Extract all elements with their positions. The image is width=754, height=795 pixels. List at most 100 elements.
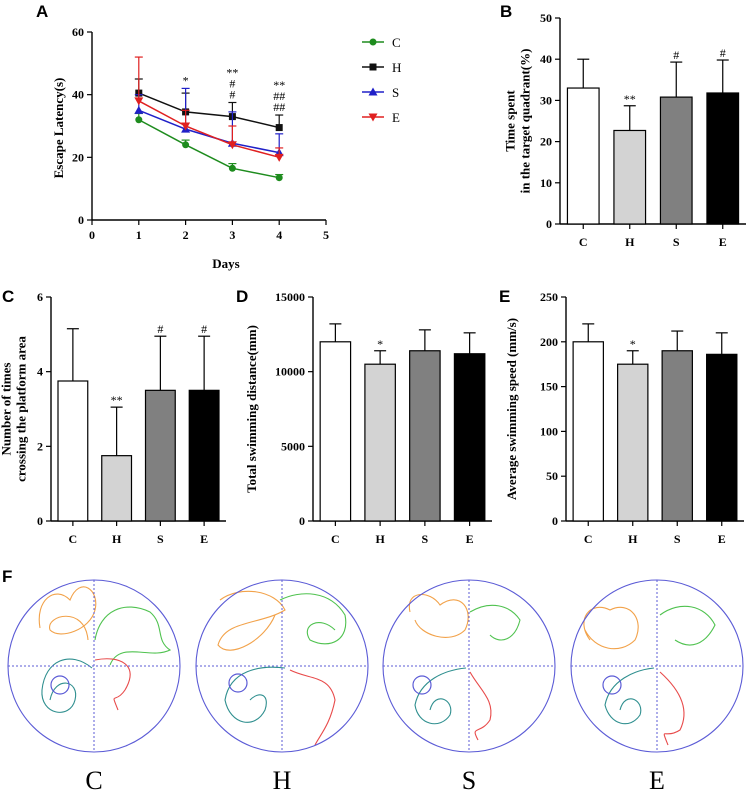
bar-H: [364, 363, 396, 522]
x-axis-label: Days: [212, 256, 239, 271]
arena-E: E: [570, 579, 744, 795]
bar-E: [706, 92, 740, 225]
y-tick-label: 0: [78, 213, 84, 227]
platform-circle: [50, 675, 70, 695]
x-tick-label: 5: [323, 228, 329, 242]
significance-label: #: [229, 88, 235, 102]
y-axis-label: Time spent: [503, 90, 518, 152]
y-tick-label: 20: [72, 150, 84, 164]
panel-b: B 0 10 20 30 40 50 C H ** S # E # Time spent in the tar…: [500, 2, 746, 249]
panel-label-c: C: [2, 287, 14, 306]
bar-H: [101, 455, 133, 522]
bar-E: [188, 389, 220, 522]
significance-label: #: [673, 48, 679, 62]
panel-label-b: B: [500, 2, 512, 21]
significance-label: ##: [273, 89, 285, 103]
swim-track: [38, 586, 97, 641]
significance-label: ##: [273, 100, 285, 114]
y-tick-label: 20: [540, 135, 552, 149]
significance-label: **: [624, 92, 636, 106]
legend-label: C: [392, 35, 401, 50]
series-S: [134, 87, 284, 157]
bar-C: [319, 341, 352, 522]
swim-track: [408, 593, 469, 638]
significance-label: *: [377, 337, 383, 351]
swim-track: [659, 671, 685, 746]
y-tick-label: 6: [37, 290, 43, 304]
arena-label: C: [85, 766, 102, 795]
arena-H: H: [195, 579, 369, 795]
series-line-H: [138, 92, 280, 129]
bar-S: [144, 389, 176, 522]
data-point: [275, 174, 283, 182]
bar-S: [409, 350, 441, 522]
platform-circle: [602, 675, 622, 695]
swim-track: [469, 604, 521, 641]
y-axis-label: crossing the platform area: [14, 336, 29, 482]
significance-label: #: [720, 46, 726, 60]
data-point: [228, 164, 236, 172]
arena-label: H: [273, 766, 292, 795]
arena-S: S: [382, 579, 556, 795]
x-tick-label: 2: [183, 228, 189, 242]
y-axis-label: Average swimming speed (mm/s): [504, 318, 519, 500]
platform-circle: [412, 675, 432, 695]
x-tick-label: 3: [229, 228, 235, 242]
y-axis-label: in the target quadrant(%): [518, 49, 533, 194]
significance-label: **: [273, 78, 285, 92]
x-tick-label: C: [69, 532, 78, 546]
bar-C: [566, 87, 600, 225]
legend-marker: [369, 38, 377, 46]
x-tick-label: S: [422, 532, 429, 546]
series-H: [134, 78, 284, 132]
x-tick-label: S: [157, 532, 164, 546]
legend-marker: [368, 113, 378, 122]
arena-label: E: [649, 766, 665, 795]
significance-label: *: [183, 73, 189, 87]
x-tick-label: H: [112, 532, 122, 546]
y-tick-label: 15000: [275, 290, 305, 304]
x-tick-label: 0: [89, 228, 95, 242]
data-point: [134, 105, 144, 114]
bar-H: [613, 129, 647, 225]
y-tick-label: 0: [299, 514, 305, 528]
y-tick-label: 100: [540, 424, 558, 438]
x-tick-label: H: [625, 235, 635, 249]
y-tick-label: 50: [546, 469, 558, 483]
legend-label: H: [392, 60, 401, 75]
significance-label: #: [157, 322, 163, 336]
x-tick-label: C: [584, 532, 593, 546]
y-tick-label: 250: [540, 290, 558, 304]
legend-marker: [368, 87, 378, 96]
panel-label-e: E: [499, 287, 510, 306]
y-tick-label: 0: [546, 217, 552, 231]
x-tick-label: C: [579, 235, 588, 249]
data-point: [275, 124, 283, 132]
swim-track: [469, 671, 492, 741]
data-point: [135, 116, 143, 124]
swim-track: [279, 593, 347, 645]
y-tick-label: 60: [72, 25, 84, 39]
bar-S: [661, 350, 693, 522]
panel-label-a: A: [36, 2, 48, 21]
arena-label: S: [462, 766, 476, 795]
series-line-C: [138, 119, 280, 179]
panel-label-f: F: [2, 567, 12, 586]
data-point: [181, 122, 191, 131]
x-tick-label: C: [331, 532, 340, 546]
x-tick-label: E: [718, 532, 726, 546]
y-tick-label: 30: [540, 93, 552, 107]
panel-e: E 0 50 100 150 200 250 C H * S E Average swimming sp…: [499, 287, 744, 546]
swim-track: [41, 658, 93, 713]
data-point: [227, 141, 237, 150]
bar-H: [617, 363, 649, 522]
x-tick-label: H: [628, 532, 638, 546]
data-point: [182, 141, 190, 149]
x-tick-label: E: [200, 532, 208, 546]
swim-track: [659, 605, 716, 646]
swim-track: [217, 590, 286, 651]
y-tick-label: 150: [540, 380, 558, 394]
y-tick-label: 10000: [275, 365, 305, 379]
swim-track: [289, 669, 336, 746]
